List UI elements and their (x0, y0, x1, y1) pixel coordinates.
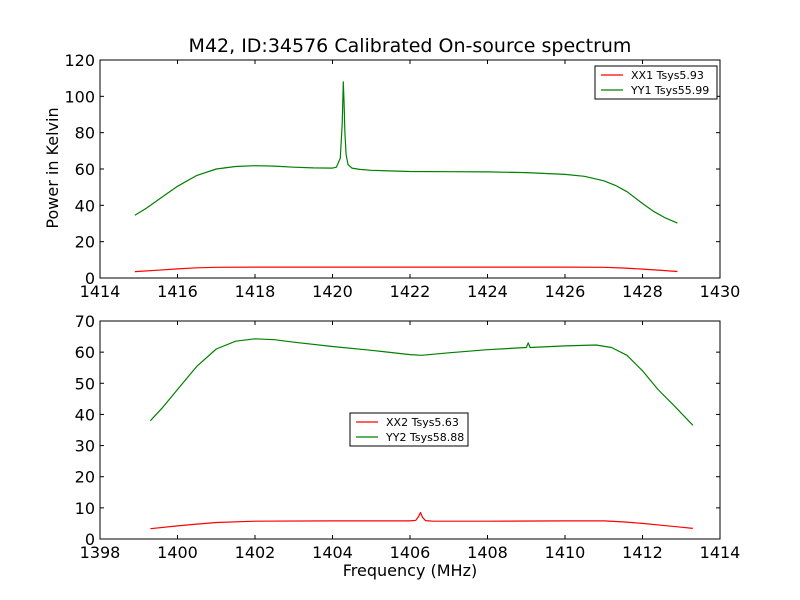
panel0-series-line-0 (134, 266, 678, 273)
bottom-panel: 1398 1400 1402 1404 1406 1408 1410 1412 1414 0 10 2… (75, 312, 741, 562)
chart-title: M42, ID:34576 Calibrated On-source spect… (189, 35, 632, 57)
panel1-series-line-1 (149, 338, 694, 426)
panel1-x-tick-label-3: 1404 (312, 543, 353, 562)
panel0-x-tick-label-2: 1418 (235, 282, 276, 301)
panel1-y-tick-label-1: 10 (75, 499, 95, 518)
panel1-x-tick-label-0: 1398 (80, 543, 121, 562)
panel1-x-tick-label-5: 1408 (467, 543, 508, 562)
panel1-x-tick-label-4: 1406 (390, 543, 431, 562)
panel1-x-tick-label-6: 1410 (545, 543, 586, 562)
y-axis-label: Power in Kelvin (43, 107, 62, 228)
panel0-y-tick-label-4: 80 (75, 124, 95, 143)
panel1-x-tick-label-8: 1414 (700, 543, 741, 562)
panel1-legend-box (349, 412, 469, 447)
panel1-y-tick-label-2: 20 (75, 468, 95, 487)
panel1-y-tick-label-7: 70 (75, 312, 95, 331)
panel0-x-tick-label-3: 1420 (312, 282, 353, 301)
top-panel: 1414 1416 1418 1420 1422 1424 1426 1428 1430 0 20 4… (64, 51, 740, 301)
panel0-y-tick-label-5: 100 (64, 87, 95, 106)
panel0-x-tick-label-6: 1426 (545, 282, 586, 301)
panel0-x-tick-label-0: 1414 (80, 282, 121, 301)
x-axis-label: Frequency (MHz) (343, 561, 477, 580)
panel0-x-tick-label-7: 1428 (622, 282, 663, 301)
panel0-x-tick-label-1: 1416 (157, 282, 198, 301)
panel1-legend-label-0: XX2 Tsys5.63 (386, 416, 459, 429)
panel1-x-tick-label-1: 1400 (157, 543, 198, 562)
panel0-y-tick-label-1: 20 (75, 233, 95, 252)
panel0-x-tick-label-4: 1422 (390, 282, 431, 301)
panel0-legend-label-0: XX1 Tsys5.93 (631, 69, 704, 82)
panel0-series-line-1 (134, 81, 678, 224)
panel0-x-tick-label-8: 1430 (700, 282, 741, 301)
panel1-legend-label-1: YY2 Tsys58.88 (385, 431, 464, 444)
panel0-legend-label-1: YY1 Tsys55.99 (630, 84, 709, 97)
panel1-y-tick-label-0: 0 (85, 530, 95, 549)
panel0-y-tick-label-3: 60 (75, 160, 95, 179)
panel1-y-tick-label-3: 30 (75, 437, 95, 456)
panel0-x-tick-label-5: 1424 (467, 282, 508, 301)
panel1-y-tick-label-4: 40 (75, 405, 95, 424)
panel0-y-tick-label-2: 40 (75, 196, 95, 215)
panel0-y-tick-label-6: 120 (64, 51, 95, 70)
panel0-legend-box (594, 65, 718, 100)
panel1-y-tick-label-6: 60 (75, 343, 95, 362)
panel1-series-line-0 (150, 511, 693, 530)
panel1-x-tick-label-2: 1402 (235, 543, 276, 562)
panel1-y-tick-label-5: 50 (75, 374, 95, 393)
panel1-x-tick-label-7: 1412 (622, 543, 663, 562)
panel0-y-tick-label-0: 0 (85, 269, 95, 288)
